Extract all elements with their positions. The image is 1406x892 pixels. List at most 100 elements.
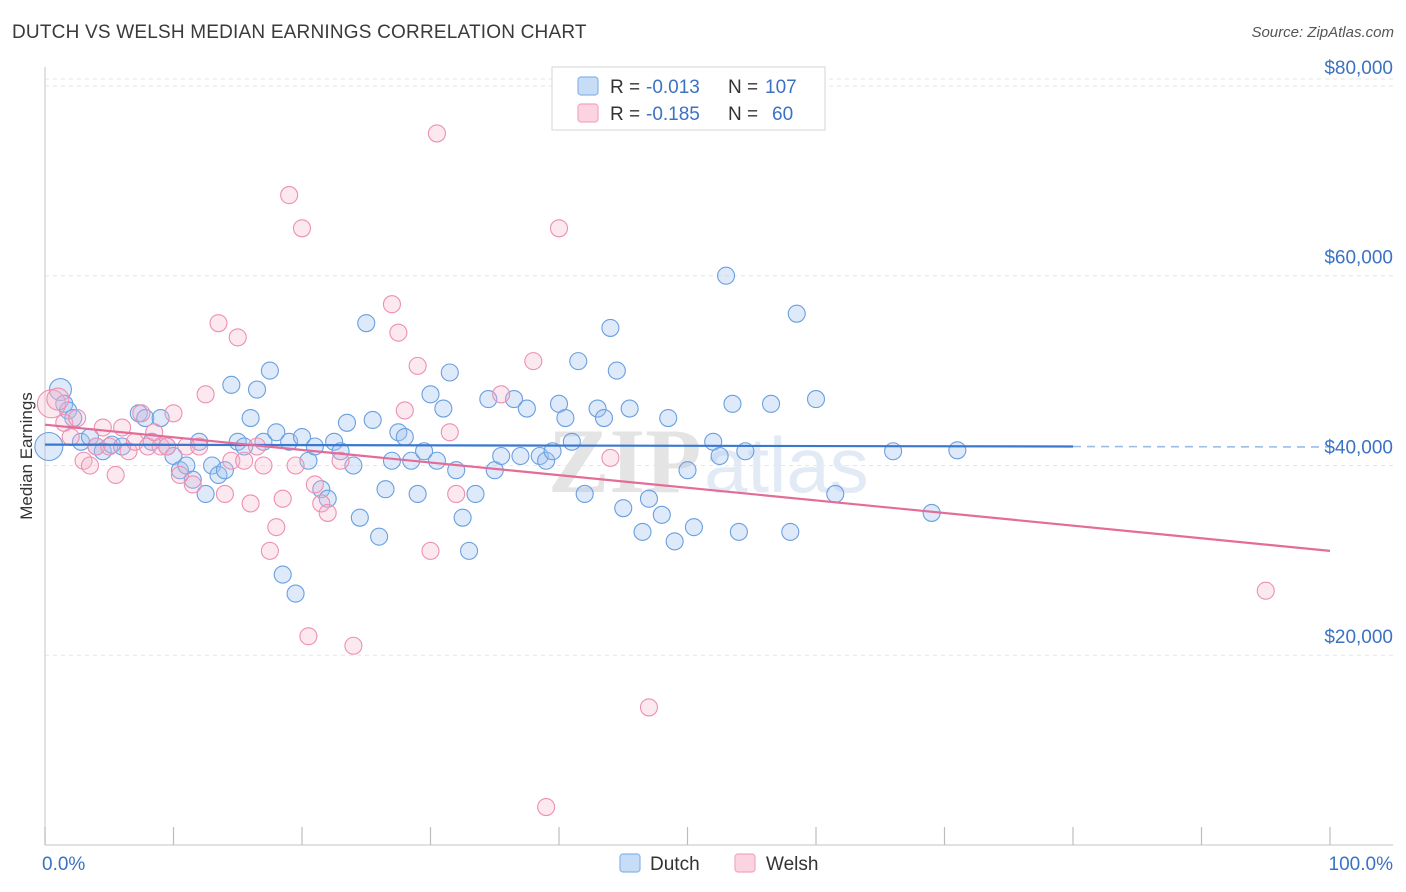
welsh-point xyxy=(492,385,511,404)
grid-lines xyxy=(45,78,1393,656)
dutch-point xyxy=(222,375,241,394)
dutch-point xyxy=(260,361,279,380)
watermark: ZIP atlas xyxy=(548,410,869,512)
legend: R = -0.013 N = 107 R = -0.185 N = 60 xyxy=(551,66,826,131)
watermark-atlas: atlas xyxy=(704,421,869,509)
dutch-point xyxy=(569,352,588,371)
y-tick-labels: $20,000 $40,000 $60,000 $80,000 xyxy=(1324,58,1393,648)
welsh-trend-line xyxy=(44,423,1331,552)
dutch-point xyxy=(948,441,967,460)
axes xyxy=(44,67,1393,846)
welsh-point xyxy=(241,494,260,513)
welsh-point xyxy=(228,328,247,347)
bottom-legend-swatch-welsh xyxy=(734,853,756,873)
dutch-point xyxy=(196,484,215,504)
dutch-point xyxy=(267,423,286,442)
welsh-point xyxy=(382,295,402,314)
welsh-point xyxy=(93,418,112,437)
dutch-point xyxy=(363,410,382,429)
welsh-point xyxy=(408,356,427,375)
welsh-point xyxy=(87,437,106,456)
x-tick-label-min: 0.0% xyxy=(42,854,85,875)
dutch-point xyxy=(511,446,530,466)
dutch-point xyxy=(601,318,620,337)
dutch-point xyxy=(562,432,581,451)
dutch-point xyxy=(633,522,652,541)
welsh-point xyxy=(601,448,620,467)
dutch-point xyxy=(492,446,511,466)
dutch-point xyxy=(247,380,267,399)
dutch-point xyxy=(357,314,376,333)
y-tick-label-2: $60,000 xyxy=(1324,248,1393,269)
dutch-point xyxy=(517,399,536,418)
dutch-point xyxy=(421,385,440,404)
welsh-point xyxy=(196,385,215,404)
legend-n-value-dutch: 107 xyxy=(765,77,797,98)
welsh-point xyxy=(440,423,459,442)
dutch-point xyxy=(235,437,254,456)
dutch-point xyxy=(434,399,453,418)
y-axis-label: Median Earnings xyxy=(17,392,36,520)
welsh-point xyxy=(260,541,279,560)
welsh-point xyxy=(286,456,305,475)
welsh-point xyxy=(80,456,100,475)
bottom-legend-swatch-dutch xyxy=(619,853,641,873)
welsh-point xyxy=(46,387,70,411)
dutch-point xyxy=(723,394,742,413)
dutch-point xyxy=(427,451,446,470)
welsh-point xyxy=(280,186,299,205)
dutch-point xyxy=(273,565,292,584)
dutch-point xyxy=(716,266,736,285)
chart-title: DUTCH VS WELSH MEDIAN EARNINGS CORRELATI… xyxy=(12,22,587,43)
welsh-point xyxy=(318,503,337,522)
dutch-point xyxy=(415,442,434,461)
legend-r-label-welsh: R = xyxy=(610,104,640,125)
trend-lines xyxy=(44,423,1331,552)
dutch-point xyxy=(659,408,678,428)
welsh-point xyxy=(331,451,350,470)
dutch-point xyxy=(710,446,729,466)
dutch-point xyxy=(588,399,607,418)
legend-swatch-welsh xyxy=(577,103,599,123)
y-tick-label-0: $20,000 xyxy=(1324,627,1393,648)
dutch-point xyxy=(395,427,414,447)
dutch-point xyxy=(286,584,305,603)
welsh-point xyxy=(151,437,170,456)
dutch-point xyxy=(594,408,614,428)
welsh-point xyxy=(254,456,273,475)
y-tick-label-3: $80,000 xyxy=(1324,58,1393,79)
dutch-point xyxy=(453,508,472,527)
legend-swatch-dutch xyxy=(577,76,599,96)
dutch-point xyxy=(34,431,64,462)
welsh-point xyxy=(215,484,234,504)
welsh-point xyxy=(100,437,119,456)
legend-n-value-welsh: 60 xyxy=(772,104,793,125)
welsh-point xyxy=(222,451,241,470)
bottom-legend-label-welsh: Welsh xyxy=(766,854,818,875)
dutch-point xyxy=(614,499,633,518)
welsh-point xyxy=(106,465,125,485)
dutch-point xyxy=(543,442,562,461)
welsh-point xyxy=(421,541,440,560)
welsh-point xyxy=(639,698,659,717)
welsh-point xyxy=(68,408,87,428)
welsh-point xyxy=(292,219,312,238)
chart-source: Source: ZipAtlas.com xyxy=(1251,24,1394,41)
welsh-point xyxy=(447,484,466,504)
dutch-point xyxy=(639,489,659,508)
welsh-point xyxy=(183,475,202,494)
dutch-point xyxy=(350,508,369,527)
y-tick-label-1: $40,000 xyxy=(1324,437,1393,458)
welsh-point xyxy=(389,323,408,342)
dutch-point xyxy=(382,451,402,470)
welsh-point xyxy=(132,404,151,423)
welsh-point xyxy=(537,797,556,817)
dutch-point xyxy=(652,505,671,524)
watermark-zip: ZIP xyxy=(548,410,701,512)
dutch-point xyxy=(826,484,845,504)
welsh-point xyxy=(209,314,228,333)
dutch-point xyxy=(620,399,639,418)
dutch-point xyxy=(761,394,781,413)
dutch-point xyxy=(537,451,556,470)
